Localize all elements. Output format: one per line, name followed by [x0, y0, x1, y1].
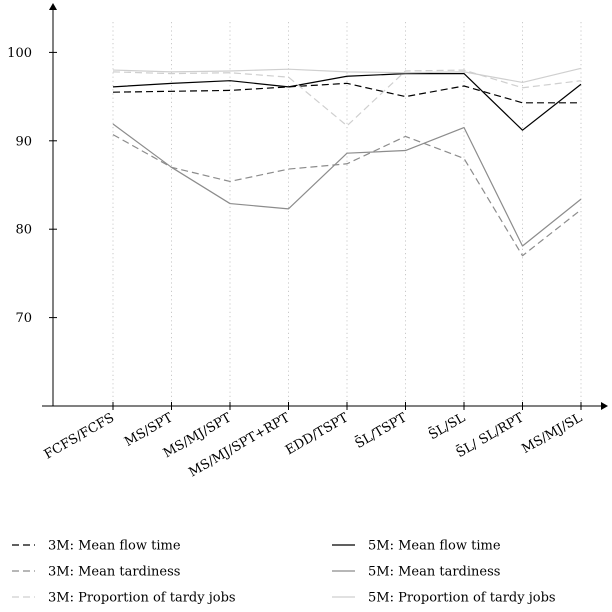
x-tick-label: S̄L/TSPT — [352, 409, 410, 452]
series-line — [112, 82, 581, 104]
y-tick-label: 90 — [15, 134, 32, 149]
legend-label: 5M: Proportion of tardy jobs — [368, 591, 556, 606]
series-line — [112, 69, 582, 127]
x-tick-label: MS/MJ/SPT+RPT — [186, 410, 292, 480]
x-tick-label: FCFS/FCFS — [42, 410, 117, 462]
legend-label: 5M: Mean flow time — [368, 539, 501, 554]
series-line — [112, 73, 582, 131]
y-tick-label: 70 — [15, 311, 32, 326]
x-tick-label: MS/MJ/SL — [519, 410, 585, 457]
axes — [42, 3, 608, 410]
legend-label: 5M: Mean tardiness — [368, 565, 500, 580]
series-line — [112, 134, 582, 257]
legend-label: 3M: Proportion of tardy jobs — [48, 591, 236, 606]
y-tick-label: 80 — [15, 223, 32, 238]
series-line — [112, 67, 582, 84]
legend-label: 3M: Mean tardiness — [48, 565, 180, 580]
x-tick-label: S̄L/ SL/RPT — [453, 409, 527, 461]
grid — [112, 22, 582, 406]
legend: 3M: Mean flow time 3M: Mean tardiness 3M: … — [12, 539, 556, 606]
legend-label: 3M: Mean flow time — [48, 539, 181, 554]
series-line — [112, 123, 582, 247]
x-tick-label: EDD/TSPT — [283, 410, 351, 458]
y-ticks: 70 80 90 100 — [7, 46, 57, 326]
x-tick-label: S̄L/SL — [426, 409, 469, 443]
x-ticks: FCFS/FCFS MS/SPTMS/MJ/SPTMS/MJ/SPT+RPTEDD… — [42, 402, 585, 480]
series-lines — [112, 67, 582, 257]
y-tick-label: 100 — [7, 46, 32, 61]
